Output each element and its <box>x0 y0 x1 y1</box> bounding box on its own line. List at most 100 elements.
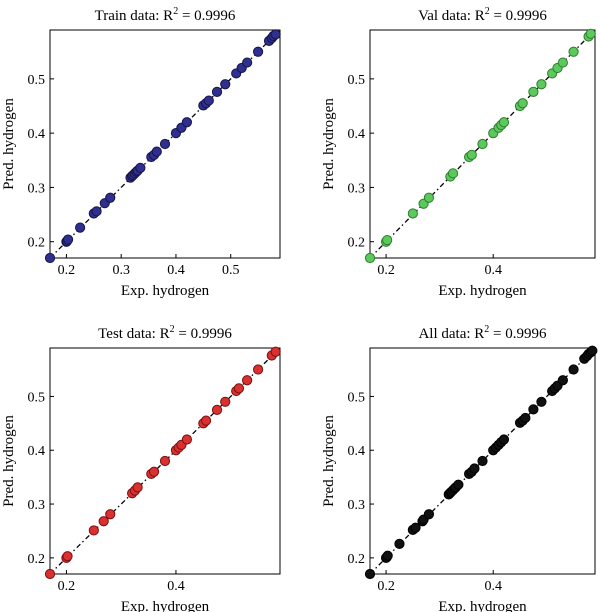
chart-title-suffix: = 0.9996 <box>178 8 236 24</box>
chart-title: Train data: R2 = 0.9996 <box>95 6 236 24</box>
data-point <box>568 46 579 57</box>
data-point <box>528 404 539 415</box>
panel-train: Train data: R2 = 0.9996 0.2 0.3 0.4 0.5 0.2 0.… <box>1 6 281 299</box>
data-point <box>270 29 281 40</box>
y-tick-label: 0.5 <box>348 73 366 88</box>
data-point <box>242 57 253 68</box>
chart-title-suffix: = 0.9996 <box>490 8 548 24</box>
x-axis-label: Exp. hydrogen <box>438 599 527 612</box>
data-point <box>382 234 393 246</box>
chart-title: All data: R2 = 0.9996 <box>418 324 547 342</box>
data-point <box>105 192 116 203</box>
identity-line <box>49 29 281 259</box>
data-point <box>394 538 405 549</box>
data-point <box>203 95 214 106</box>
data-point <box>181 117 193 128</box>
y-tick-label: 0.4 <box>348 127 366 142</box>
data-point <box>211 86 223 97</box>
y-tick-label: 0.2 <box>28 552 46 567</box>
x-tick-label: 0.4 <box>484 579 502 594</box>
chart-title-prefix: Train data: R <box>95 8 174 24</box>
chart-title-prefix: All data: R <box>418 326 484 342</box>
data-point <box>233 383 245 394</box>
data-point <box>62 234 74 245</box>
chart-title-prefix: Test data: R <box>98 326 169 342</box>
y-tick-label: 0.3 <box>348 181 366 196</box>
data-point <box>220 79 231 90</box>
data-point <box>98 516 109 527</box>
x-tick-label: 0.2 <box>377 579 395 594</box>
data-point <box>447 168 459 179</box>
chart-title: Test data: R2 = 0.9996 <box>98 324 232 342</box>
y-tick-label: 0.3 <box>28 181 46 196</box>
data-point <box>520 412 531 424</box>
y-tick-label: 0.3 <box>348 498 366 513</box>
panel-test: Test data: R2 = 0.9996 0.2 0.4 0.2 0.3 0.4 0.5… <box>1 324 281 612</box>
data-point <box>469 463 480 474</box>
x-tick-label: 0.2 <box>377 263 395 278</box>
y-tick-label: 0.2 <box>348 236 366 251</box>
data-point <box>148 466 160 477</box>
data-point <box>557 57 568 68</box>
data-point <box>151 146 162 157</box>
x-tick-label: 0.4 <box>167 263 185 278</box>
data-point <box>242 375 253 386</box>
x-axis-label: Exp. hydrogen <box>121 283 210 299</box>
x-tick-label: 0.2 <box>58 579 76 594</box>
chart-title-suffix: = 0.9996 <box>175 326 233 342</box>
panel-val: Val data: R2 = 0.9996 0.2 0.4 0.2 0.3 0.4 0.5 E… <box>321 6 596 299</box>
chart-title-superscript: 2 <box>485 6 490 17</box>
data-point <box>200 415 212 426</box>
chart-title-superscript: 2 <box>170 324 175 335</box>
chart-title-prefix: Val data: R <box>418 8 485 24</box>
data-point <box>536 79 547 90</box>
plot-frame <box>49 347 281 575</box>
y-axis-label: Pred. hydrogen <box>1 415 17 507</box>
data-point <box>132 482 143 493</box>
data-point <box>423 509 435 520</box>
data-point <box>44 252 56 264</box>
y-axis-label: Pred. hydrogen <box>321 415 337 507</box>
data-point <box>423 192 435 203</box>
y-axis-label: Pred. hydrogen <box>1 98 17 190</box>
data-point <box>211 404 223 415</box>
data-point <box>88 525 99 536</box>
plot-frame <box>369 29 596 259</box>
data-point <box>453 479 464 490</box>
chart-title: Val data: R2 = 0.9996 <box>418 6 547 24</box>
x-axis-label: Exp. hydrogen <box>121 599 210 612</box>
data-point <box>364 252 376 264</box>
data-point <box>498 117 510 128</box>
data-point <box>585 28 596 39</box>
data-point <box>44 568 56 580</box>
data-point <box>252 46 264 57</box>
plot-frame <box>49 29 281 259</box>
x-axis-label: Exp. hydrogen <box>438 283 527 299</box>
data-point <box>557 375 568 386</box>
data-point <box>105 509 116 520</box>
data-point <box>517 98 528 109</box>
data-point <box>477 138 488 150</box>
panel-all: All data: R2 = 0.9996 0.2 0.4 0.2 0.3 0.4 0.5 E… <box>321 324 598 612</box>
data-point <box>382 550 393 561</box>
data-point <box>159 455 171 467</box>
data-point <box>159 138 171 150</box>
data-point <box>568 364 579 375</box>
data-point <box>75 222 86 233</box>
y-tick-label: 0.5 <box>28 73 46 88</box>
data-point <box>410 522 421 533</box>
data-point <box>587 345 598 356</box>
data-point <box>91 206 102 217</box>
y-tick-label: 0.5 <box>28 390 46 405</box>
data-point <box>364 568 376 580</box>
data-point <box>252 364 264 375</box>
data-point <box>528 86 539 97</box>
y-tick-label: 0.2 <box>348 552 366 567</box>
y-tick-label: 0.5 <box>348 390 366 405</box>
x-tick-label: 0.4 <box>484 263 502 278</box>
data-point <box>536 396 547 407</box>
y-tick-label: 0.4 <box>28 127 46 142</box>
chart-title-suffix: = 0.9996 <box>489 326 547 342</box>
chart-title-superscript: 2 <box>173 6 178 17</box>
